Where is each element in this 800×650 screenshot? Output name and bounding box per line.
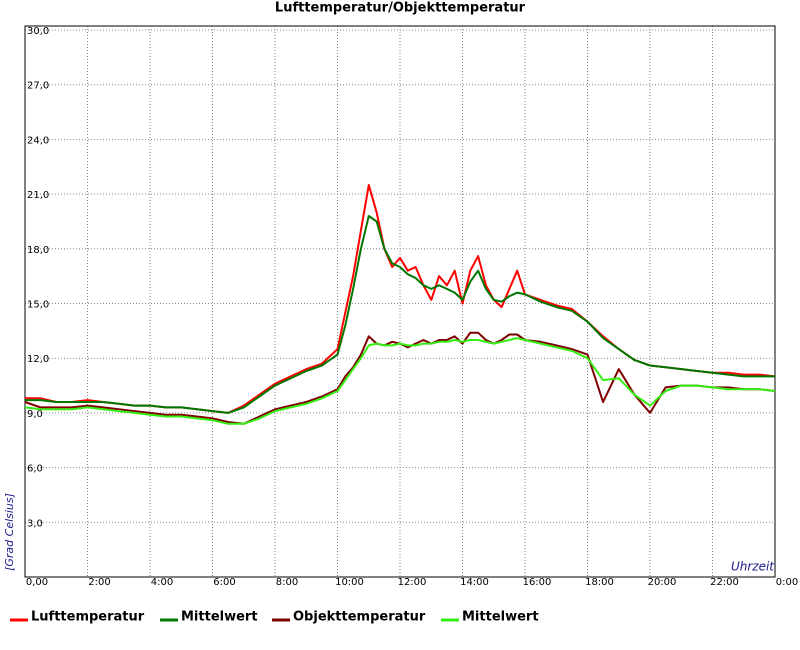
x-tick-label: 6:00 <box>213 577 235 588</box>
x-tick-label: 16:00 <box>523 577 552 588</box>
y-axis-label: [Grad Celsius] <box>3 493 16 571</box>
series-line <box>24 337 776 425</box>
x-tick-label: 2:00 <box>88 577 110 588</box>
y-tick-label: 6,0 <box>27 464 43 475</box>
y-tick-label: 21,0 <box>27 190 49 201</box>
series-line <box>25 215 775 414</box>
x-tick-label: 14:00 <box>460 577 489 588</box>
y-tick-label: 30,0 <box>27 26 49 37</box>
y-tick-label: 15,0 <box>27 300 49 311</box>
legend-label: Mittelwert <box>462 610 539 625</box>
y-tick-label: 27,0 <box>27 81 49 92</box>
series-line <box>24 331 776 425</box>
y-tick-label: 18,0 <box>27 245 49 256</box>
x-tick-label: 8:00 <box>276 577 298 588</box>
y-tick-label: 3,0 <box>27 518 43 529</box>
chart-title: Lufttemperatur/Objekttemperatur <box>275 1 526 16</box>
legend-label: Lufttemperatur <box>31 610 145 625</box>
x-tick-label: 12:00 <box>398 577 427 588</box>
x-tick-label: 18:00 <box>585 577 614 588</box>
x-tick-label: 0,00 <box>26 577 48 588</box>
legend-label: Mittelwert <box>181 610 258 625</box>
x-tick-label: 22:00 <box>710 577 739 588</box>
y-tick-label: 9,0 <box>27 409 43 420</box>
y-tick-label: 24,0 <box>27 135 49 146</box>
plot-frame <box>24 25 776 578</box>
x-tick-label: 10:00 <box>335 577 364 588</box>
x-tick-label: 4:00 <box>151 577 173 588</box>
x-axis-label: Uhrzeit <box>731 560 775 574</box>
legend-label: Objekttemperatur <box>293 610 426 625</box>
x-tick-label: 20:00 <box>648 577 677 588</box>
y-tick-label: 12,0 <box>27 354 49 365</box>
x-tick-label: 0:00 <box>776 577 798 588</box>
